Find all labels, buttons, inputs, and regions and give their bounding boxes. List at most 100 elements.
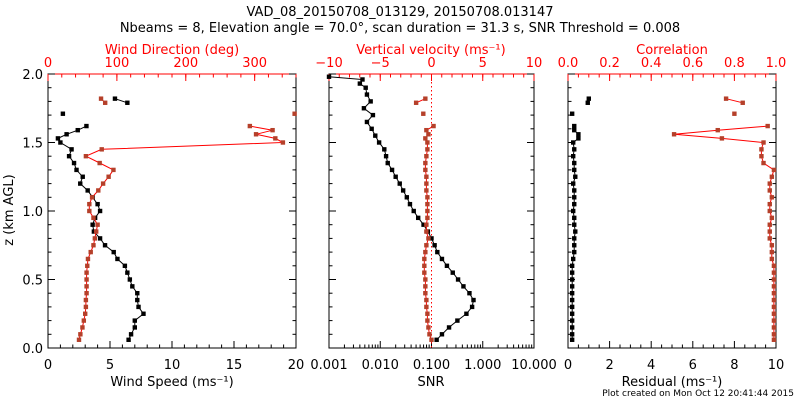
- data-point-residual: [572, 167, 577, 173]
- data-point-wind-speed: [132, 325, 137, 330]
- data-point-wind-direction: [87, 208, 92, 214]
- data-point-wind-direction: [94, 229, 99, 234]
- data-point-correlation: [732, 111, 737, 116]
- data-point-correlation: [769, 174, 775, 179]
- data-point-wind-direction: [106, 174, 111, 179]
- data-point-vertical-velocity: [421, 111, 426, 116]
- data-point-wind-speed: [111, 249, 116, 255]
- x-tick-label: 10: [164, 358, 181, 373]
- data-point-wind-speed: [80, 174, 85, 179]
- data-point-wind-direction: [98, 96, 104, 101]
- data-point-vertical-velocity: [425, 201, 430, 207]
- data-point-residual: [569, 284, 575, 289]
- data-point-snr: [464, 311, 469, 316]
- data-point-wind-direction: [91, 215, 96, 221]
- y-axis-label: z (km AGL): [2, 174, 17, 245]
- data-point-wind-speed: [75, 127, 80, 133]
- data-point-snr: [326, 74, 332, 79]
- data-point-residual: [573, 174, 578, 179]
- data-point-correlation: [771, 284, 777, 289]
- data-point-correlation: [759, 147, 764, 152]
- top-tick-label: −10: [315, 56, 342, 71]
- data-point-correlation: [767, 229, 772, 234]
- data-point-snr: [455, 277, 461, 282]
- data-point-vertical-velocity: [423, 160, 428, 166]
- data-point-correlation: [771, 304, 777, 310]
- data-point-vertical-velocity: [423, 167, 428, 173]
- data-point-correlation: [771, 318, 777, 323]
- correlation-top-label: Correlation: [636, 43, 708, 58]
- x-tick-label: 1.000: [464, 358, 501, 373]
- data-point-wind-direction: [85, 256, 91, 262]
- data-point-vertical-velocity: [424, 181, 429, 186]
- data-point-correlation: [771, 277, 777, 282]
- data-point-wind-direction: [89, 195, 95, 200]
- x-tick-label: 2: [605, 358, 613, 373]
- data-point-correlation: [759, 154, 764, 159]
- data-point-wind-speed: [90, 222, 95, 227]
- data-point-residual: [572, 123, 577, 129]
- data-point-snr: [364, 92, 370, 97]
- data-point-snr: [439, 256, 445, 262]
- y-tick-label: 0.0: [22, 342, 43, 357]
- data-point-snr: [382, 147, 387, 152]
- data-point-residual: [571, 140, 576, 145]
- data-point-correlation: [761, 160, 766, 166]
- data-point-vertical-velocity: [425, 147, 430, 152]
- footer-timestamp: Plot created on Mon Oct 12 20:41:44 2015: [602, 389, 794, 399]
- data-point-correlation: [771, 297, 777, 303]
- data-point-snr: [389, 167, 395, 173]
- data-point-wind-speed: [66, 154, 72, 159]
- data-point-vertical-velocity: [424, 304, 429, 310]
- data-point-residual: [572, 249, 577, 255]
- data-point-wind-direction: [96, 188, 101, 193]
- data-point-wind-speed: [125, 270, 130, 275]
- data-point-wind-speed: [91, 229, 97, 234]
- data-point-residual: [571, 181, 576, 186]
- data-point-vertical-velocity: [423, 291, 428, 296]
- data-point-wind-speed: [102, 243, 108, 248]
- data-point-residual: [569, 297, 575, 303]
- panel-frame-residual: [567, 73, 777, 349]
- data-point-wind-direction: [81, 318, 87, 323]
- data-point-snr: [369, 126, 374, 131]
- series-line-snr: [328, 76, 475, 341]
- data-point-wind-direction: [247, 123, 253, 129]
- data-point-wind-speed: [115, 256, 120, 262]
- data-point-wind-speed: [132, 318, 137, 323]
- data-point-wind-speed: [69, 147, 74, 152]
- top-tick-label: 10: [526, 56, 543, 71]
- x-tick-label: 0.010: [362, 358, 399, 373]
- top-tick-label: 0.6: [682, 56, 703, 71]
- data-point-vertical-velocity: [424, 297, 429, 303]
- data-point-residual: [586, 96, 591, 101]
- data-point-wind-direction: [84, 291, 89, 296]
- data-point-residual: [571, 208, 576, 214]
- data-point-correlation: [769, 256, 775, 262]
- data-point-correlation: [769, 243, 775, 248]
- data-point-vertical-velocity: [424, 154, 429, 159]
- data-point-correlation: [767, 188, 772, 193]
- data-point-snr: [385, 160, 390, 166]
- wind-top-label: Wind Direction (deg): [105, 43, 239, 58]
- data-point-wind-speed: [130, 284, 135, 289]
- data-point-snr: [363, 85, 368, 90]
- x-tick-label: 8: [730, 358, 738, 373]
- residual-x-label: Residual (ms⁻¹): [622, 375, 723, 390]
- data-point-wind-speed: [85, 188, 90, 193]
- x-tick-label: 0.001: [310, 358, 347, 373]
- data-point-vertical-velocity: [426, 236, 431, 241]
- data-point-vertical-velocity: [425, 215, 430, 221]
- data-point-wind-direction: [83, 297, 89, 303]
- data-point-wind-direction: [80, 325, 85, 330]
- data-point-vertical-velocity: [425, 195, 430, 200]
- data-point-vertical-velocity: [422, 256, 427, 262]
- data-point-wind-speed: [135, 297, 140, 303]
- data-point-correlation: [769, 215, 775, 221]
- data-point-correlation: [740, 100, 745, 105]
- x-tick-label: 0: [564, 358, 572, 373]
- data-point-wind-direction: [83, 311, 88, 316]
- data-point-snr: [393, 174, 398, 179]
